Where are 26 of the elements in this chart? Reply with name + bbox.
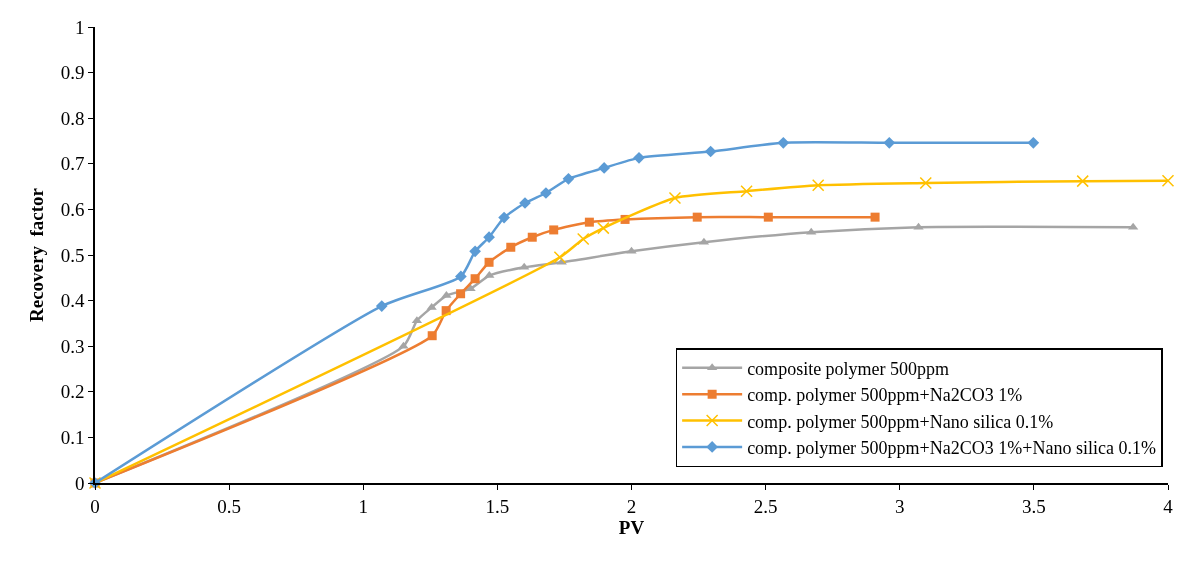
x-tick-label: 2.5 [753, 495, 778, 517]
y-tick-label: 0.2 [60, 381, 85, 403]
x-tick-label: 1.5 [485, 495, 510, 517]
x-tick-label: 4 [1163, 495, 1174, 517]
legend-label: comp. polymer 500ppm+Na2CO3 1% [747, 385, 1023, 406]
legend-label: comp. polymer 500ppm+Na2CO3 1%+Nano silica 0.1% [747, 437, 1156, 458]
x-axis-title: PV [618, 516, 645, 538]
x-tick-label: 3 [895, 495, 905, 517]
y-tick-label: 0.5 [60, 244, 85, 266]
x-tick-label: 2 [626, 495, 637, 517]
legend-label: composite polymer 500ppm [747, 358, 950, 379]
y-tick-label: 0 [74, 472, 85, 494]
y-tick-label: 0.8 [60, 107, 85, 129]
x-tick-label: 1 [358, 495, 368, 517]
x-tick-label: 0 [90, 495, 100, 517]
y-tick-label: 0.3 [60, 335, 85, 357]
y-tick-label: 0.6 [60, 199, 85, 221]
x-tick-label: 3.5 [1022, 495, 1046, 517]
y-tick-label: 0.1 [60, 427, 85, 449]
y-axis-title: Recovery factor [26, 187, 48, 322]
y-tick-label: 0.9 [60, 62, 85, 84]
y-tick-label: 0.7 [60, 153, 85, 175]
legend-label: comp. polymer 500ppm+Nano silica 0.1% [747, 411, 1054, 432]
y-tick-label: 0.4 [60, 290, 85, 312]
y-tick-label: 1 [74, 16, 85, 38]
x-tick-label: 0.5 [217, 495, 242, 517]
